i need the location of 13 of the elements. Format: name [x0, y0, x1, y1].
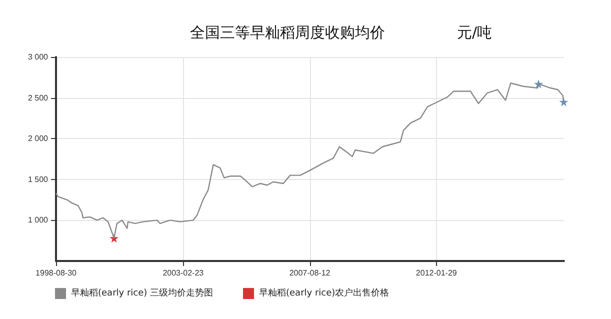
- y-axis-title: 元/吨: [457, 24, 492, 42]
- y-tick-label: 2 500: [28, 93, 49, 102]
- y-tick-label: 1 500: [28, 174, 49, 184]
- y-tick-label: 3 000: [28, 52, 49, 62]
- x-tick-label: 1998-08-30: [36, 268, 78, 278]
- y-tick-label: 2 000: [28, 134, 49, 144]
- x-tick-label: 2003-02-23: [162, 268, 204, 278]
- x-tick-label: 2007-08-12: [289, 268, 331, 278]
- x-tick-label: 2012-01-29: [416, 268, 458, 278]
- legend-label: 早籼稻(early rice) 三级均价走势图: [71, 288, 214, 298]
- y-tick-label: 1 000: [28, 216, 49, 225]
- legend-label: 早籼稻(early rice)农户出售价格: [259, 288, 390, 298]
- chart-title: 全国三等早籼稻周度收购均价: [190, 24, 385, 42]
